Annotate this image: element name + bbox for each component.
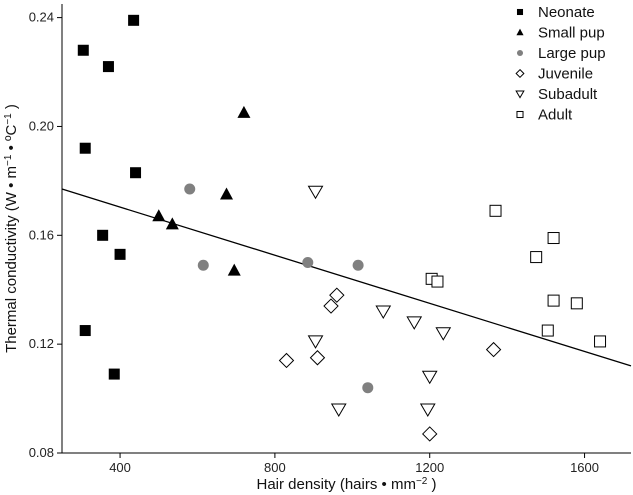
data-point — [547, 232, 560, 245]
data-point — [594, 335, 607, 348]
data-point — [302, 257, 314, 269]
legend-label: Neonate — [538, 4, 595, 21]
x-tick-label: 400 — [109, 460, 131, 475]
data-point — [435, 327, 452, 341]
trend-line — [61, 188, 632, 367]
axes: 0.08 0.12 0.16 0.20 0.24 400 800 1200 1600 — [29, 4, 631, 475]
data-point — [278, 352, 295, 369]
x-axis-label: Hair density (hairs • mm−2 ) — [256, 476, 436, 494]
data-point — [114, 248, 126, 260]
data-point — [79, 325, 91, 337]
data-point — [547, 294, 560, 307]
legend-marker — [516, 110, 524, 119]
data-point — [79, 142, 91, 154]
data-point — [152, 209, 166, 222]
data-point — [485, 341, 502, 358]
legend-marker — [516, 49, 524, 57]
series-small-pup — [152, 105, 251, 276]
y-tick-label: 0.16 — [29, 227, 54, 242]
trend-line-group — [61, 188, 632, 367]
data-point — [570, 297, 583, 310]
legend-label: Subadult — [538, 86, 598, 103]
series-adult — [425, 204, 607, 348]
legend-marker — [516, 8, 524, 16]
data-point — [130, 167, 142, 179]
legend-marker — [515, 90, 525, 99]
data-point — [184, 183, 196, 195]
y-tick-label: 0.08 — [29, 445, 54, 460]
data-point — [530, 251, 543, 264]
legend-label: Small pup — [538, 25, 605, 42]
data-point — [108, 368, 120, 380]
data-point — [421, 370, 438, 385]
data-point — [307, 185, 324, 200]
data-point — [197, 259, 209, 271]
data-point — [77, 44, 89, 56]
data-point — [102, 61, 114, 73]
y-tick-label: 0.20 — [29, 118, 54, 133]
legend-marker — [516, 28, 524, 36]
data-point — [422, 426, 438, 442]
y-tick-label: 0.12 — [29, 336, 54, 351]
data-point — [307, 335, 324, 349]
data-point — [227, 263, 241, 276]
legend: Neonate Small pup Large pup Juvenile Subadul… — [515, 4, 606, 124]
data-point — [330, 403, 347, 417]
y-axis-label: Thermal conductivity (W • m−1 • ºC−1 ) — [3, 104, 21, 353]
legend-label: Juvenile — [538, 66, 593, 83]
legend-marker — [515, 68, 525, 79]
legend-label: Large pup — [538, 45, 606, 62]
series-neonate — [77, 14, 142, 380]
data-point — [489, 204, 502, 217]
data-point — [165, 217, 179, 230]
data-point — [309, 350, 326, 366]
data-point — [352, 259, 364, 271]
legend-label: Adult — [538, 107, 573, 124]
series-subadult — [307, 185, 452, 417]
data-point — [323, 298, 339, 314]
data-point — [362, 382, 374, 394]
data-point — [220, 187, 234, 200]
x-tick-label: 1200 — [415, 460, 444, 475]
data-points — [77, 14, 607, 442]
x-tick-label: 800 — [264, 460, 286, 475]
data-point — [329, 287, 345, 303]
data-point — [97, 229, 109, 241]
data-point — [406, 316, 423, 330]
data-point — [128, 14, 140, 26]
series-juvenile — [278, 287, 502, 442]
data-point — [541, 324, 554, 337]
data-point — [431, 275, 444, 288]
series-large-pup — [184, 183, 374, 394]
data-point — [237, 105, 251, 118]
x-tick-label: 1600 — [570, 460, 599, 475]
y-tick-label: 0.24 — [29, 10, 54, 25]
data-point — [375, 305, 392, 319]
data-point — [419, 403, 436, 417]
